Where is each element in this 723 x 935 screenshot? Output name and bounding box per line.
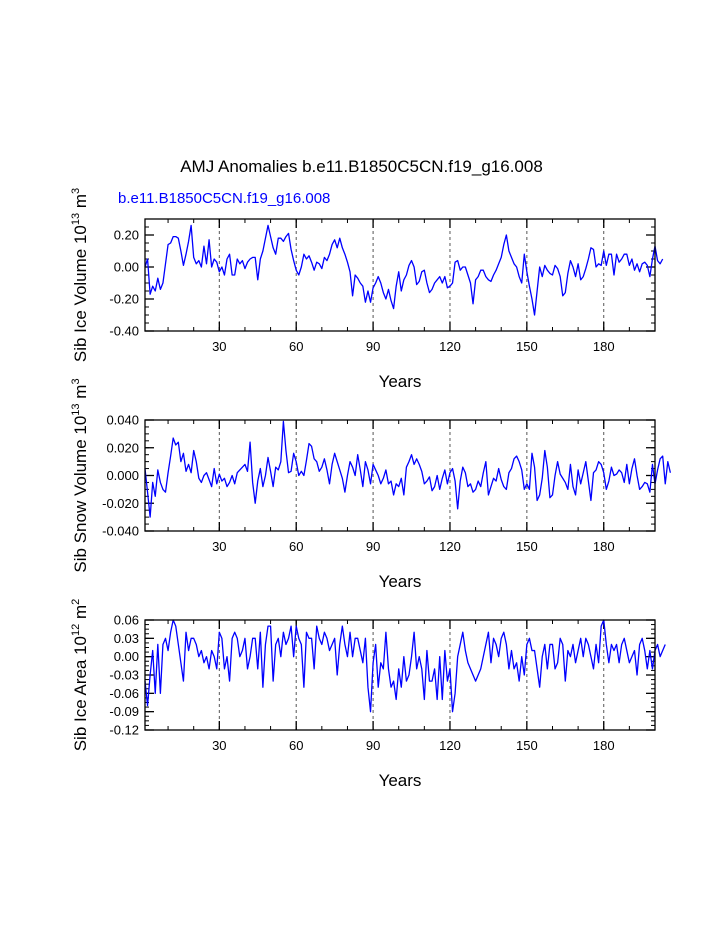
y-tick-label: 0.00 xyxy=(114,260,139,275)
x-tick-label: 150 xyxy=(516,539,538,554)
x-tick-label: 150 xyxy=(516,738,538,753)
x-tick-label: 60 xyxy=(289,339,303,354)
x-tick-label: 120 xyxy=(439,539,461,554)
y-tick-label: 0.03 xyxy=(114,631,139,646)
x-tick-label: 120 xyxy=(439,738,461,753)
y-tick-label: 0.000 xyxy=(106,468,139,483)
x-tick-label: 180 xyxy=(593,738,615,753)
y-tick-label: 0.00 xyxy=(114,649,139,664)
x-tick-label: 150 xyxy=(516,339,538,354)
y-axis-label: Sib Snow Volume 1013 m3 xyxy=(70,378,90,572)
chart-panel-snow-volume: 30 60 90 120 150 180 -0.040 -0.020 0.000 0.020 0.0… xyxy=(70,378,672,591)
x-tick-label: 60 xyxy=(289,738,303,753)
x-tick-label: 90 xyxy=(366,539,380,554)
x-tick-label: 30 xyxy=(212,339,226,354)
case-label: b.e11.B1850C5CN.f19_g16.008 xyxy=(118,190,331,207)
plot-frame xyxy=(144,419,656,532)
plot-frame xyxy=(144,619,656,731)
y-tick-label: 0.040 xyxy=(106,413,139,428)
x-tick-label: 30 xyxy=(212,738,226,753)
x-tick-label: 120 xyxy=(439,339,461,354)
page-title: AMJ Anomalies b.e11.B1850C5CN.f19_g16.00… xyxy=(180,157,543,176)
y-tick-label: -0.20 xyxy=(109,292,139,307)
x-axis-label: Years xyxy=(379,372,422,391)
x-tick-label: 90 xyxy=(366,738,380,753)
x-tick-label: 30 xyxy=(212,539,226,554)
y-tick-label: -0.12 xyxy=(109,723,139,738)
series-line xyxy=(144,619,666,713)
chart-panel-ice-area: 30 60 90 120 150 180 -0.12 -0.09 -0.06 -0.03 0.00 0… xyxy=(70,599,666,790)
series-line xyxy=(144,420,672,518)
y-tick-label: 0.20 xyxy=(114,228,139,243)
y-tick-label: 0.06 xyxy=(114,613,139,628)
y-tick-label: -0.40 xyxy=(109,324,139,339)
chart-panel-ice-volume: 30 60 90 120 150 180 -0.40 -0.20 0.00 0.20 Years Si… xyxy=(70,188,664,391)
x-tick-label: 90 xyxy=(366,339,380,354)
x-axis-label: Years xyxy=(379,771,422,790)
y-axis-label: Sib Ice Area 1012 m2 xyxy=(70,599,90,752)
y-tick-label: -0.06 xyxy=(109,686,139,701)
x-tick-label: 180 xyxy=(593,339,615,354)
x-tick-label: 60 xyxy=(289,539,303,554)
plot-frame xyxy=(144,218,656,332)
y-tick-label: -0.09 xyxy=(109,704,139,719)
series-line xyxy=(144,224,664,316)
y-tick-label: -0.03 xyxy=(109,668,139,683)
y-tick-label: -0.020 xyxy=(102,496,139,511)
y-tick-label: -0.040 xyxy=(102,524,139,539)
y-axis-label: Sib Ice Volume 1013 m3 xyxy=(70,188,90,362)
x-axis-label: Years xyxy=(379,572,422,591)
x-tick-label: 180 xyxy=(593,539,615,554)
y-tick-label: 0.020 xyxy=(106,440,139,455)
